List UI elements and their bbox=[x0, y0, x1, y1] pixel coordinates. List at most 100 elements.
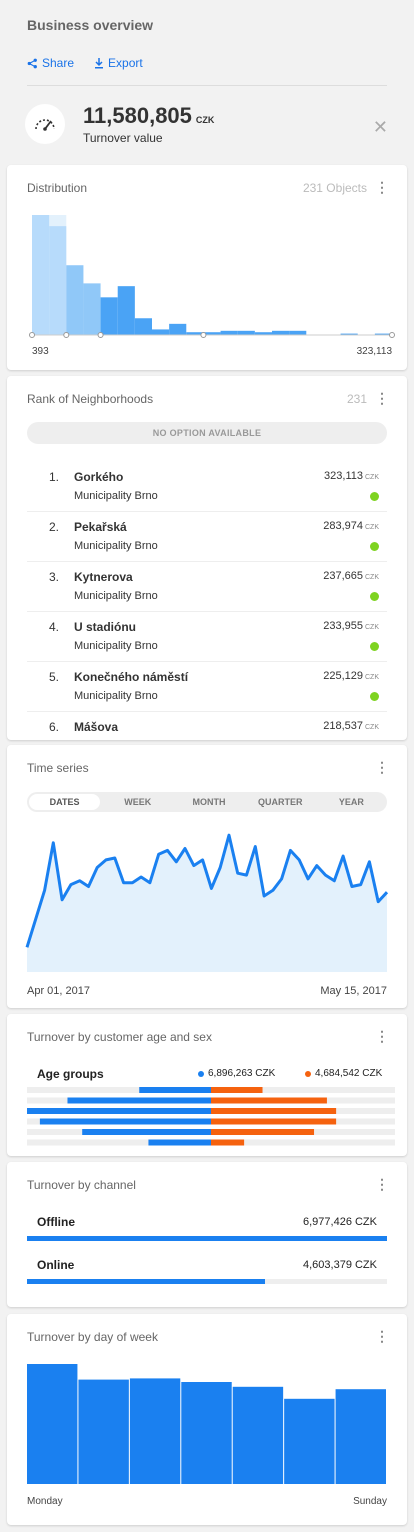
age-sex-chart bbox=[27, 1087, 395, 1146]
rank-name: Konečného náměstí bbox=[74, 670, 189, 684]
rank-count: 231 bbox=[346, 392, 367, 406]
more-vert-icon[interactable]: ⋮ bbox=[375, 759, 389, 775]
object-count: 231 Objects bbox=[302, 181, 367, 195]
rank-number: 4. bbox=[49, 620, 60, 634]
no-option-pill[interactable]: NO OPTION AVAILABLE bbox=[27, 422, 387, 444]
age-bar-blue bbox=[82, 1129, 211, 1135]
histogram-bar bbox=[117, 286, 135, 335]
histogram-max-label: 323,113 bbox=[356, 346, 392, 357]
rank-municipality: Municipality Brno bbox=[74, 490, 158, 502]
channel-online-label: Online bbox=[37, 1258, 75, 1272]
rank-municipality: Municipality Brno bbox=[74, 640, 158, 652]
histogram-handle[interactable] bbox=[200, 332, 207, 338]
channel-offline-bar bbox=[27, 1236, 387, 1241]
histogram-handle[interactable] bbox=[63, 332, 70, 338]
channel-card: Turnover by channel ⋮ Offline 6,977,426 … bbox=[7, 1162, 407, 1307]
timeseries-card: Time series ⋮ DATES WEEK MONTH QUARTER Y… bbox=[7, 745, 407, 1008]
rank-municipality: Municipality Brno bbox=[74, 590, 158, 602]
rank-row[interactable]: 2. Pekařská Municipality Brno 283,974 CZK bbox=[27, 511, 387, 562]
dow-end-label: Sunday bbox=[353, 1496, 387, 1507]
age-bar-blue bbox=[39, 1118, 211, 1125]
day-of-week-card: Turnover by day of week ⋮ Monday Sunday bbox=[7, 1314, 407, 1525]
divider bbox=[27, 85, 387, 86]
rank-value: 218,537 CZK bbox=[323, 720, 379, 732]
kpi-value: 11,580,805 CZK bbox=[83, 103, 215, 128]
more-vert-icon[interactable]: ⋮ bbox=[375, 179, 389, 195]
histogram-chart bbox=[29, 215, 395, 338]
action-bar: Share Export bbox=[27, 56, 143, 70]
gauge-icon bbox=[35, 119, 55, 131]
rank-number: 5. bbox=[49, 670, 60, 684]
age-groups-header: Age groups bbox=[37, 1067, 104, 1081]
histogram-handle[interactable] bbox=[97, 332, 104, 338]
share-icon bbox=[27, 58, 37, 68]
tab-month[interactable]: MONTH bbox=[192, 797, 226, 807]
age-bar-orange bbox=[211, 1139, 245, 1146]
histogram-bar bbox=[83, 283, 101, 335]
dow-bar bbox=[232, 1386, 284, 1484]
histogram-bar bbox=[152, 329, 170, 335]
legend-orange: 4,684,542 CZK bbox=[305, 1068, 382, 1079]
histogram-bar bbox=[374, 333, 392, 335]
rank-number: 3. bbox=[49, 570, 60, 584]
rank-municipality: Municipality Brno bbox=[74, 540, 158, 552]
histogram-bar bbox=[289, 330, 307, 335]
rank-value: 283,974 CZK bbox=[323, 520, 379, 532]
more-vert-icon[interactable]: ⋮ bbox=[375, 1028, 389, 1044]
dow-start-label: Monday bbox=[27, 1496, 63, 1507]
page-title: Business overview bbox=[27, 17, 154, 33]
status-dot bbox=[370, 592, 379, 601]
histogram-bar bbox=[186, 332, 204, 335]
rank-row[interactable]: 6. Mášova 218,537 CZK bbox=[27, 711, 387, 740]
rank-row[interactable]: 1. Gorkého Municipality Brno 323,113 CZK bbox=[27, 461, 387, 512]
dow-bar bbox=[284, 1398, 335, 1484]
histogram-bar bbox=[49, 226, 67, 335]
tab-year[interactable]: YEAR bbox=[338, 797, 364, 807]
channel-online-bar bbox=[27, 1279, 265, 1284]
dow-bar bbox=[129, 1378, 181, 1484]
rank-name: U stadiónu bbox=[74, 620, 136, 634]
dow-bar bbox=[27, 1364, 78, 1484]
rank-value: 323,113 CZK bbox=[324, 470, 379, 482]
timeseries-area bbox=[27, 835, 387, 972]
age-bar-orange bbox=[211, 1108, 337, 1114]
tab-dates[interactable]: DATES bbox=[29, 794, 101, 810]
more-vert-icon[interactable]: ⋮ bbox=[375, 390, 389, 406]
rank-number: 1. bbox=[49, 470, 60, 484]
status-dot bbox=[370, 492, 379, 501]
status-dot bbox=[370, 542, 379, 551]
rank-name: Kytnerova bbox=[74, 570, 133, 584]
share-button[interactable]: Share bbox=[27, 56, 74, 70]
tab-quarter[interactable]: QUARTER bbox=[257, 797, 303, 807]
close-icon[interactable]: ✕ bbox=[372, 117, 388, 137]
rank-number: 6. bbox=[49, 720, 60, 734]
export-button[interactable]: Export bbox=[94, 56, 143, 70]
timeseries-chart bbox=[25, 833, 389, 972]
age-sex-card: Turnover by customer age and sex ⋮ Age g… bbox=[7, 1014, 407, 1156]
rank-row[interactable]: 4. U stadiónu Municipality Brno 233,955 CZK bbox=[27, 611, 387, 662]
histogram-handle[interactable] bbox=[389, 332, 395, 338]
histogram-handle[interactable] bbox=[29, 332, 35, 338]
dow-bar bbox=[78, 1379, 129, 1484]
tab-week[interactable]: WEEK bbox=[124, 797, 152, 807]
more-vert-icon[interactable]: ⋮ bbox=[375, 1328, 389, 1344]
legend-dot-orange bbox=[305, 1070, 311, 1077]
histogram-bar bbox=[237, 330, 255, 335]
age-bar-orange bbox=[211, 1129, 315, 1135]
day-of-week-chart bbox=[27, 1364, 386, 1484]
age-bar-orange bbox=[211, 1118, 337, 1125]
channel-offline-track bbox=[27, 1236, 387, 1241]
kpi-label: Turnover value bbox=[83, 131, 163, 145]
age-bar-orange bbox=[211, 1097, 327, 1104]
card-title: Turnover by channel bbox=[27, 1178, 136, 1192]
histogram-bar bbox=[32, 215, 50, 335]
more-vert-icon[interactable]: ⋮ bbox=[375, 1176, 389, 1192]
distribution-card: Distribution 231 Objects ⋮ 393 323,113 bbox=[7, 165, 407, 370]
rank-row[interactable]: 5. Konečného náměstí Municipality Brno 225,… bbox=[27, 661, 387, 712]
rank-row[interactable]: 3. Kytnerova Municipality Brno 237,665 CZK bbox=[27, 561, 387, 612]
rank-name: Gorkého bbox=[74, 470, 124, 484]
histogram-bar bbox=[272, 330, 290, 335]
age-bar-blue bbox=[148, 1139, 211, 1146]
legend-orange-value: 4,684,542 CZK bbox=[315, 1068, 383, 1079]
